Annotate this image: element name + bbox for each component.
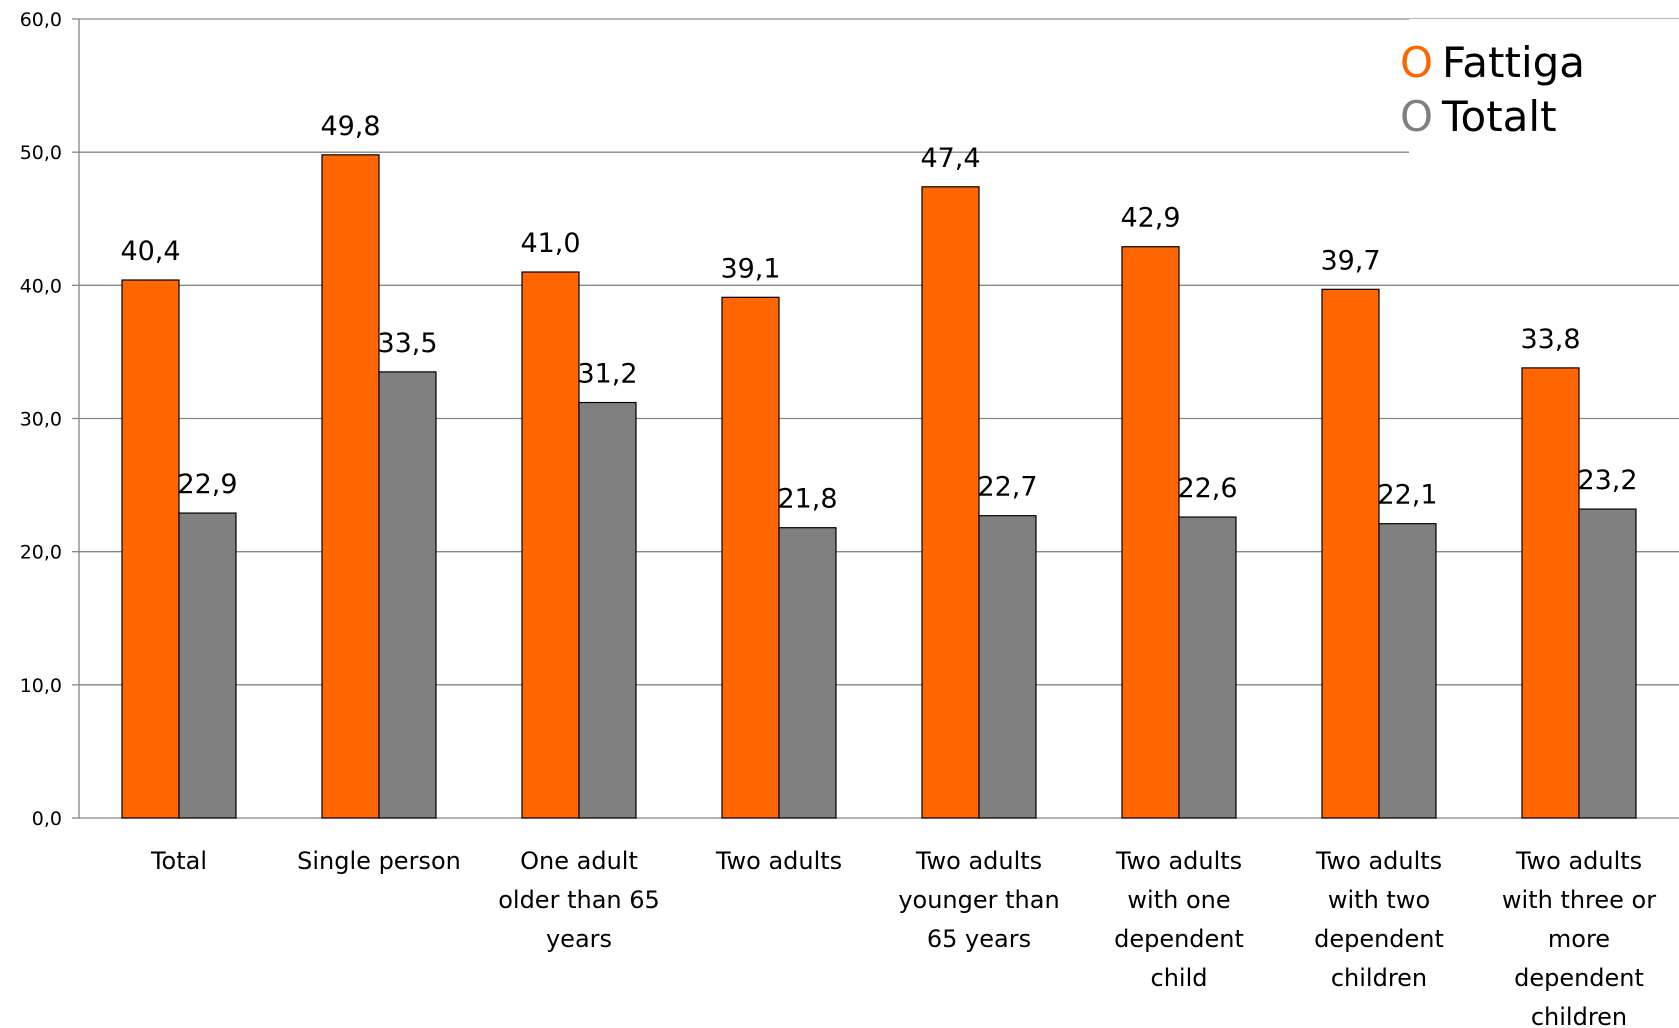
category-label-line: younger than: [898, 886, 1059, 914]
category-label-3: Two adults: [715, 847, 842, 875]
bar-totalt-2: [578, 401, 637, 819]
data-label-totalt-0: 22,9: [177, 469, 237, 500]
category-label-line: Two adults: [1115, 847, 1242, 875]
data-label-fattiga-3: 39,1: [720, 253, 780, 284]
y-tick-label: 10,0: [20, 675, 62, 697]
category-label-line: dependent: [1114, 925, 1244, 953]
legend-box: [1409, 19, 1679, 157]
legend-label-fattiga: Fattiga: [1442, 38, 1585, 87]
data-label-totalt-2: 31,2: [577, 359, 637, 390]
y-tick-label: 20,0: [20, 542, 62, 564]
category-label-line: Two adults: [1515, 847, 1642, 875]
y-tick-label: 0,0: [32, 808, 62, 830]
data-label-fattiga-0: 40,4: [120, 236, 180, 267]
category-label-line: dependent: [1514, 964, 1644, 992]
category-label-line: Total: [150, 847, 207, 875]
category-label-7: Two adults with three or more dependent chil…: [1502, 847, 1656, 1028]
category-label-line: with three or: [1502, 886, 1656, 914]
category-label-line: Single person: [297, 847, 461, 875]
data-label-totalt-3: 21,8: [777, 484, 837, 515]
category-label-6: Two adults with two dependent children: [1314, 847, 1444, 992]
legend-marker-fattiga: O: [1400, 38, 1433, 87]
category-label-4: Two adults younger than 65 years: [898, 847, 1059, 953]
category-label-line: years: [546, 925, 612, 953]
bar-totalt-1: [378, 371, 437, 819]
bar-totalt-7: [1578, 508, 1637, 819]
data-label-fattiga-6: 39,7: [1320, 245, 1380, 276]
data-label-fattiga-7: 33,8: [1520, 324, 1580, 355]
category-label-0: Total: [150, 847, 207, 875]
y-tick-label: 50,0: [20, 142, 62, 164]
axes: 0,0 10,0 20,0 30,0 40,0 50,0 60,0: [20, 9, 80, 830]
data-label-fattiga-5: 42,9: [1120, 203, 1180, 234]
data-label-fattiga-4: 47,4: [920, 143, 980, 174]
bar-totalt-4: [978, 515, 1037, 819]
data-label-totalt-5: 22,6: [1177, 473, 1237, 504]
category-label-2: One adult older than 65 years: [498, 847, 660, 953]
bar-fattiga-4: [921, 186, 980, 819]
category-label-line: Two adults: [715, 847, 842, 875]
y-tick-label: 30,0: [20, 409, 62, 431]
category-label-line: older than 65: [498, 886, 660, 914]
data-label-totalt-7: 23,2: [1577, 465, 1637, 496]
bar-fattiga-1: [321, 154, 380, 819]
category-label-line: children: [1531, 1003, 1627, 1028]
category-label-line: with two: [1328, 886, 1430, 914]
category-label-line: 65 years: [927, 925, 1031, 953]
bar-fattiga-0: [121, 279, 180, 819]
bar-totalt-6: [1378, 523, 1437, 819]
legend-marker-totalt: O: [1400, 92, 1433, 141]
data-label-fattiga-1: 49,8: [320, 111, 380, 142]
y-tick-label: 40,0: [20, 275, 62, 297]
bar-totalt-0: [178, 512, 237, 819]
y-tick-label: 60,0: [20, 9, 62, 31]
data-label-totalt-4: 22,7: [977, 472, 1037, 503]
data-label-fattiga-2: 41,0: [520, 228, 580, 259]
data-label-totalt-6: 22,1: [1377, 480, 1437, 511]
category-label-line: Two adults: [1315, 847, 1442, 875]
category-label-line: with one: [1127, 886, 1230, 914]
category-label-5: Two adults with one dependent child: [1114, 847, 1244, 992]
legend-label-totalt: Totalt: [1441, 92, 1557, 141]
bars: [121, 154, 1637, 819]
bar-totalt-3: [778, 527, 837, 819]
data-labels: 40,4 22,9 49,8 33,5 41,0 31,2 39,1 21,8 47,4 22,7…: [120, 111, 1637, 515]
category-labels: Total Single person One adult older than 65…: [150, 847, 1656, 1028]
bar-fattiga-5: [1121, 246, 1180, 819]
category-label-line: children: [1331, 964, 1427, 992]
category-label-line: Two adults: [915, 847, 1042, 875]
bar-fattiga-2: [521, 271, 580, 819]
category-label-line: child: [1151, 964, 1208, 992]
data-label-totalt-1: 33,5: [377, 328, 437, 359]
bar-fattiga-7: [1521, 367, 1580, 819]
bar-fattiga-3: [721, 296, 780, 819]
category-label-line: One adult: [520, 847, 638, 875]
category-label-line: more: [1548, 925, 1610, 953]
bar-totalt-5: [1178, 516, 1237, 819]
category-label-1: Single person: [297, 847, 461, 875]
bar-fattiga-6: [1321, 288, 1380, 819]
category-label-line: dependent: [1314, 925, 1444, 953]
